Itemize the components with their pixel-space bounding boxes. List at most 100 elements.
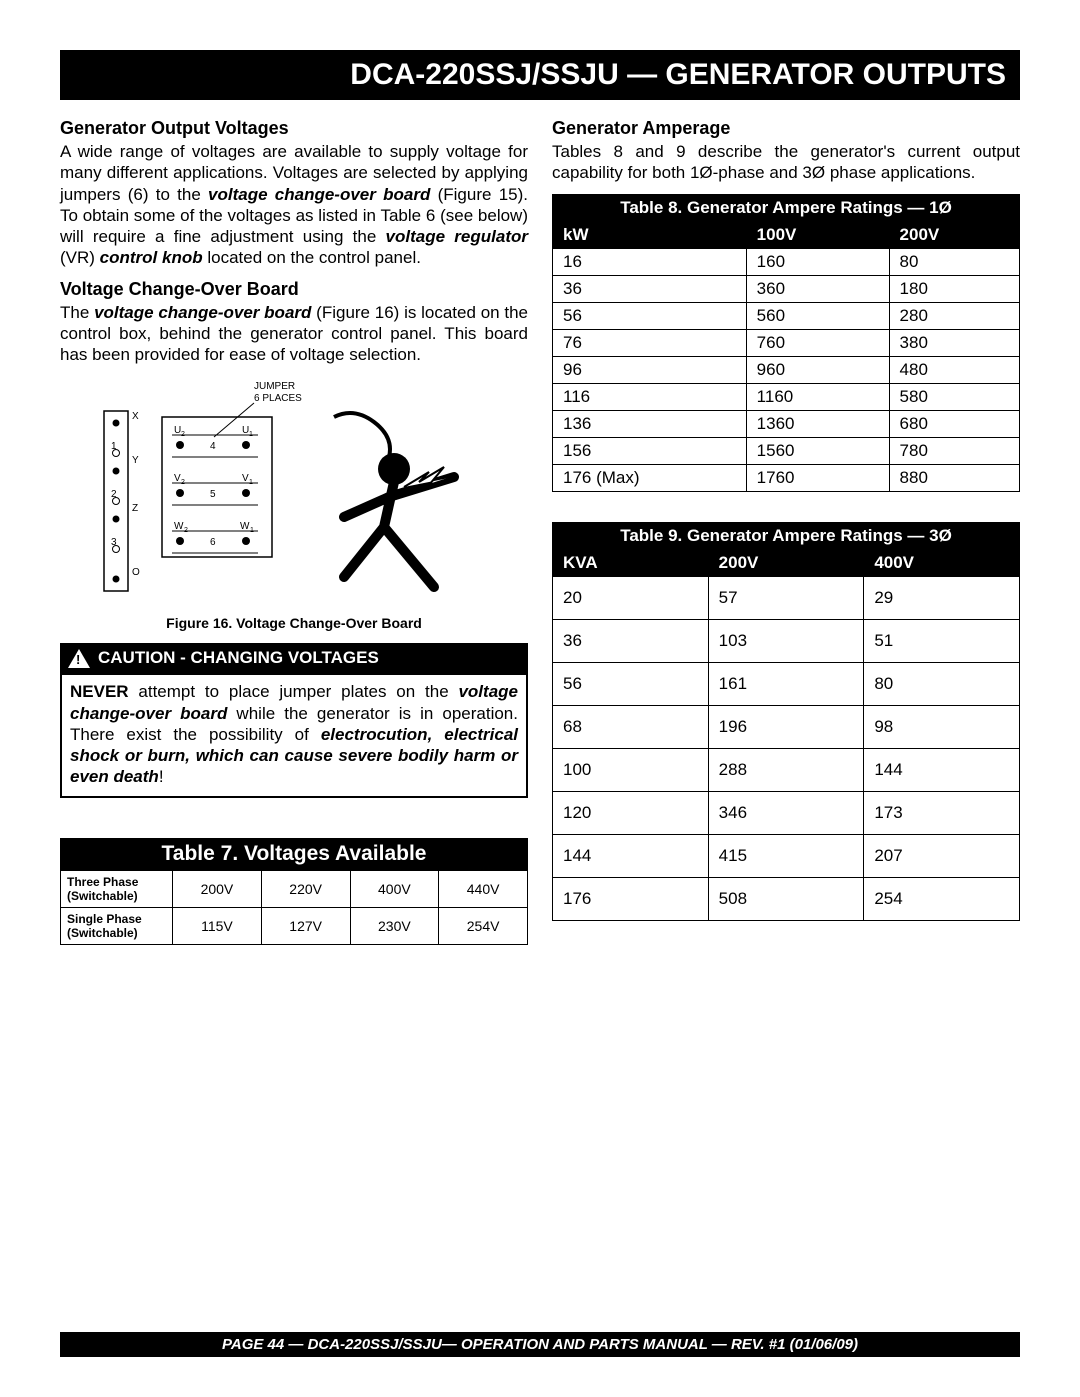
- caution-title: CAUTION - CHANGING VOLTAGES: [98, 648, 379, 668]
- svg-text:5: 5: [210, 489, 216, 500]
- table7-row1-head: Three Phase (Switchable): [61, 870, 173, 907]
- table7-cell: 200V: [173, 870, 262, 907]
- table8-title: Table 8. Generator Ampere Ratings — 1Ø: [553, 194, 1020, 221]
- footer-bar: PAGE 44 — DCA-220SSJ/SSJU— OPERATION AND…: [60, 1332, 1020, 1357]
- sect2-t1: The: [60, 303, 94, 322]
- left-column: Generator Output Voltages A wide range o…: [60, 114, 528, 951]
- table9-col: 200V: [708, 549, 864, 576]
- table8-cell: 156: [553, 437, 747, 464]
- table8-cell: 780: [889, 437, 1019, 464]
- table-row: Single Phase (Switchable) 115V 127V 230V…: [61, 907, 528, 944]
- table8-header-row: kW 100V 200V: [553, 221, 1020, 248]
- table8-cell: 76: [553, 329, 747, 356]
- table-row: 100288144: [553, 748, 1020, 791]
- table-row: 144415207: [553, 834, 1020, 877]
- right-column: Generator Amperage Tables 8 and 9 descri…: [552, 114, 1020, 951]
- table8-cell: 1560: [746, 437, 889, 464]
- table9-header-row: KVA 200V 400V: [553, 549, 1020, 576]
- table8-cell: 280: [889, 302, 1019, 329]
- table9-cell: 508: [708, 877, 864, 920]
- table9-cell: 144: [864, 748, 1020, 791]
- table8-col: kW: [553, 221, 747, 248]
- caution-header: CAUTION - CHANGING VOLTAGES: [60, 643, 528, 673]
- sect1-body: A wide range of voltages are available t…: [60, 141, 528, 269]
- svg-text:4: 4: [210, 441, 216, 452]
- table8-cell: 136: [553, 410, 747, 437]
- table9-cell: 68: [553, 705, 709, 748]
- sect1-t4: located on the control panel.: [203, 248, 421, 267]
- table-row: 3610351: [553, 619, 1020, 662]
- table7-cell: 440V: [439, 870, 528, 907]
- table8-cell: 380: [889, 329, 1019, 356]
- table8-cell: 580: [889, 383, 1019, 410]
- table9-cell: 103: [708, 619, 864, 662]
- amperage-title: Generator Amperage: [552, 118, 1020, 139]
- sect2-title: Voltage Change-Over Board: [60, 279, 528, 300]
- table8-cell: 1760: [746, 464, 889, 491]
- table7-cell: 220V: [261, 870, 350, 907]
- table7-title: Table 7. Voltages Available: [60, 838, 528, 870]
- table8-cell: 880: [889, 464, 1019, 491]
- table8: Table 8. Generator Ampere Ratings — 1Ø k…: [552, 194, 1020, 492]
- table7-cell: 127V: [261, 907, 350, 944]
- svg-text:Y: Y: [132, 455, 139, 466]
- table-row: 96960480: [553, 356, 1020, 383]
- table-row: 176 (Max)1760880: [553, 464, 1020, 491]
- svg-text:V: V: [174, 473, 181, 484]
- table9-cell: 80: [864, 662, 1020, 705]
- table9-cell: 161: [708, 662, 864, 705]
- table9-cell: 57: [708, 576, 864, 619]
- table7-row2-head: Single Phase (Switchable): [61, 907, 173, 944]
- table9-cell: 20: [553, 576, 709, 619]
- amperage-body: Tables 8 and 9 describe the generator's …: [552, 141, 1020, 184]
- table9-cell: 288: [708, 748, 864, 791]
- table9: Table 9. Generator Ampere Ratings — 3Ø K…: [552, 522, 1020, 921]
- table8-cell: 180: [889, 275, 1019, 302]
- table9-cell: 120: [553, 791, 709, 834]
- table9-cell: 36: [553, 619, 709, 662]
- sect1-itbold2: voltage regulator: [386, 227, 528, 246]
- table7-cell: 230V: [350, 907, 439, 944]
- table8-col: 200V: [889, 221, 1019, 248]
- table-row: 1561560780: [553, 437, 1020, 464]
- table8-cell: 56: [553, 302, 747, 329]
- svg-text:W: W: [174, 521, 184, 532]
- page-title-bar: DCA-220SSJ/SSJU — GENERATOR OUTPUTS: [60, 50, 1020, 100]
- svg-text:O: O: [132, 567, 140, 578]
- sect1-itbold3: control knob: [100, 248, 203, 267]
- jumper-label: JUMPER: [254, 381, 295, 392]
- table7-cell: 115V: [173, 907, 262, 944]
- table9-col: KVA: [553, 549, 709, 576]
- table8-cell: 80: [889, 248, 1019, 275]
- table8-cell: 1160: [746, 383, 889, 410]
- table8-cell: 560: [746, 302, 889, 329]
- table8-cell: 480: [889, 356, 1019, 383]
- figure-caption: Figure 16. Voltage Change-Over Board: [60, 615, 528, 631]
- table9-cell: 56: [553, 662, 709, 705]
- table9-cell: 144: [553, 834, 709, 877]
- table9-cell: 346: [708, 791, 864, 834]
- table8-cell: 160: [746, 248, 889, 275]
- sect1-itbold1: voltage change-over board: [208, 185, 430, 204]
- svg-text:6: 6: [210, 537, 216, 548]
- table-row: 5616180: [553, 662, 1020, 705]
- warning-icon: [68, 649, 90, 668]
- table8-cell: 680: [889, 410, 1019, 437]
- svg-text:W: W: [240, 521, 250, 532]
- caution-never: NEVER: [70, 682, 129, 701]
- table9-cell: 51: [864, 619, 1020, 662]
- table-row: 120346173: [553, 791, 1020, 834]
- sect2-itbold: voltage change-over board: [94, 303, 311, 322]
- caution-box: NEVER attempt to place jumper plates on …: [60, 673, 528, 797]
- table8-cell: 96: [553, 356, 747, 383]
- sect1-title: Generator Output Voltages: [60, 118, 528, 139]
- table8-cell: 16: [553, 248, 747, 275]
- table-row: Three Phase (Switchable) 200V 220V 400V …: [61, 870, 528, 907]
- table8-cell: 116: [553, 383, 747, 410]
- svg-text:X: X: [132, 411, 139, 422]
- table9-cell: 196: [708, 705, 864, 748]
- table8-cell: 360: [746, 275, 889, 302]
- table8-cell: 36: [553, 275, 747, 302]
- figure-16: JUMPER 6 PLACES X 1 Y 2 Z 3: [60, 377, 528, 631]
- caution-t1: attempt to place jumper plates on the: [129, 682, 459, 701]
